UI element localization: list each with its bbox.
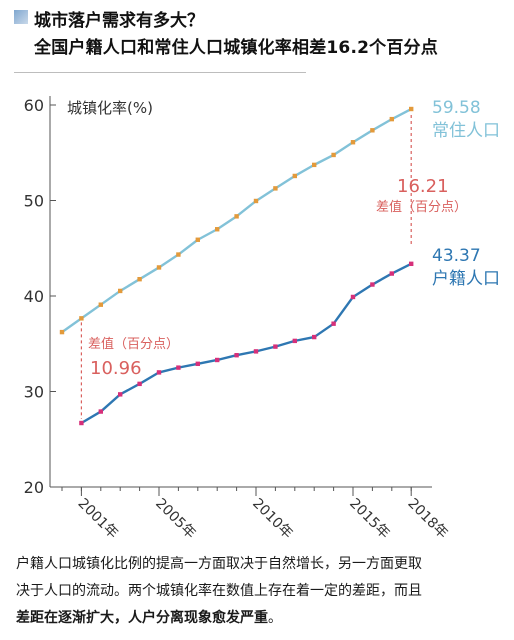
y-tick-label-60: 60: [24, 96, 44, 115]
data-point-2-2004: [137, 381, 142, 387]
gap-label-2018: 差值（百分点）: [376, 199, 467, 215]
data-point-1-2003: [118, 288, 123, 294]
series-end-value-1: 59.58: [432, 98, 481, 118]
series-end-value-2: 43.37: [432, 246, 481, 266]
page-subtitle: 全国户籍人口和常住人口城镇化率相差16.2个百分点: [34, 38, 438, 58]
data-point-1-2017: [389, 116, 394, 122]
data-point-1-2004: [137, 276, 142, 282]
data-point-1-2015: [350, 140, 356, 145]
x-tick-label-2005: 2005年: [152, 496, 198, 542]
title-marker: [14, 10, 28, 24]
y-tick-label-20: 20: [24, 478, 44, 497]
data-point-2-2006: [176, 365, 181, 370]
data-point-1-2002: [98, 302, 103, 307]
x-tick-label-2018: 2018年: [404, 496, 450, 542]
data-point-1-2007: [195, 237, 200, 242]
data-point-2-2018: [409, 261, 414, 267]
data-point-2-2002: [98, 409, 103, 414]
data-point-1-2013: [312, 162, 317, 168]
data-point-2-2007: [195, 361, 200, 367]
data-point-2-2014: [331, 321, 336, 326]
series-line-1: [61, 107, 412, 334]
data-point-2-2010: [253, 349, 259, 354]
data-point-2-2001: [79, 420, 84, 426]
data-point-1-2016: [370, 128, 375, 133]
x-tick-label-2001: 2001年: [75, 496, 121, 542]
series-name-1: 常住人口: [432, 121, 500, 141]
chart-caption: 户籍人口城镇化比例的提高一方面取决于自然增长，另一方面更取 决于人口的流动。两个…: [16, 551, 500, 632]
urbanization-chart: 20 30 40 50 60 城镇化率(%) 2001年 2005年 2010年 2015年 201…: [24, 96, 500, 542]
data-point-1-2018: [409, 106, 414, 112]
data-point-2-2011: [273, 344, 278, 349]
series-line-2: [80, 262, 412, 425]
data-point-1-2009: [234, 214, 239, 219]
caption-emphasis: 差距在逐渐扩大，人户分离现象愈发严重: [16, 610, 268, 626]
gap-label-2001: 差值（百分点）: [88, 336, 179, 352]
y-axis-label: 城镇化率(%): [67, 99, 153, 117]
caption-end: 。: [268, 610, 282, 626]
data-point-2-2003: [118, 392, 123, 397]
x-tick-label-2015: 2015年: [346, 496, 392, 542]
data-point-2-2017: [389, 271, 394, 276]
data-point-1-2010: [253, 198, 259, 204]
data-point-2-2015: [350, 294, 356, 300]
data-point-2-2013: [312, 334, 317, 340]
data-point-2-2005: [156, 370, 162, 375]
x-tick-label-2010: 2010年: [249, 496, 295, 542]
data-point-1-2001: [79, 316, 84, 321]
caption-line-1: 户籍人口城镇化比例的提高一方面取决于自然增长，另一方面更取: [16, 556, 422, 572]
gap-value-2018: 16.21: [397, 176, 449, 197]
data-point-1-2006: [176, 252, 181, 257]
page-title: 城市落户需求有多大？: [34, 11, 204, 31]
caption-line-2: 决于人口的流动。两个城镇化率在数值上存在着一定的差距，而且: [16, 583, 422, 599]
data-point-2-2012: [292, 338, 297, 344]
y-tick-label-30: 30: [24, 383, 44, 402]
data-point-1-2008: [215, 227, 220, 232]
y-tick-label-40: 40: [24, 287, 44, 306]
series-name-2: 户籍人口: [432, 269, 500, 289]
y-tick-label-50: 50: [24, 192, 44, 211]
title-divider: [14, 72, 306, 73]
data-point-1-2000: [59, 329, 65, 335]
data-point-1-2014: [331, 152, 336, 158]
data-point-2-2009: [234, 353, 239, 358]
data-point-1-2011: [273, 186, 278, 191]
data-point-2-2016: [370, 282, 375, 287]
gap-value-2001: 10.96: [90, 358, 142, 379]
caption-line-3: 差距在逐渐扩大，人户分离现象愈发严重。: [16, 605, 500, 632]
data-point-1-2005: [156, 265, 162, 270]
data-point-1-2012: [292, 173, 297, 179]
data-point-2-2008: [215, 357, 220, 363]
